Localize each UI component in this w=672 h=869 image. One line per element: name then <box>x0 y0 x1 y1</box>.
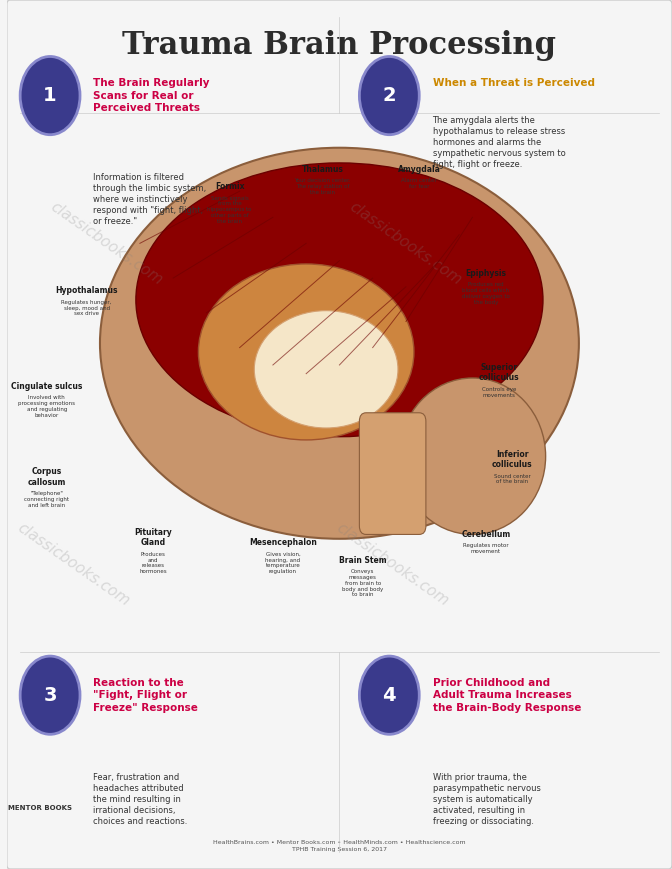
Ellipse shape <box>100 148 579 539</box>
Text: 1: 1 <box>43 86 57 105</box>
Text: Involved with
processing emotions
and regulating
behavior: Involved with processing emotions and re… <box>18 395 75 418</box>
FancyBboxPatch shape <box>360 413 426 534</box>
Text: Amygdala: Amygdala <box>398 165 441 174</box>
Text: Conveys
messages
from brain to
body and body
to brain: Conveys messages from brain to body and … <box>342 569 383 597</box>
Text: Pituitary
Gland: Pituitary Gland <box>134 528 172 547</box>
Text: Prior Childhood and
Adult Trauma Increases
the Brain-Body Response: Prior Childhood and Adult Trauma Increas… <box>433 678 581 713</box>
Text: When a Threat is Perceived: When a Threat is Perceived <box>433 78 595 89</box>
Text: classicbooks.com: classicbooks.com <box>48 199 165 288</box>
Text: With prior trauma, the
parasympathetic nervous
system is automatically
activated: With prior trauma, the parasympathetic n… <box>433 773 540 826</box>
Text: classicbooks.com: classicbooks.com <box>334 521 452 609</box>
Text: Formix: Formix <box>215 182 245 191</box>
Text: Produces
and
releases
hormones: Produces and releases hormones <box>139 552 167 574</box>
Text: Epiphysis: Epiphysis <box>465 269 506 278</box>
Text: Hypothalamus: Hypothalamus <box>55 287 118 295</box>
Text: Gives vision,
hearing, and
temperature
regulation: Gives vision, hearing, and temperature r… <box>265 552 300 574</box>
Text: Cerebellum: Cerebellum <box>461 530 510 539</box>
Text: classicbooks.com: classicbooks.com <box>347 199 465 288</box>
Text: 2: 2 <box>382 86 396 105</box>
Ellipse shape <box>136 163 543 437</box>
Text: The Brain Regularly
Scans for Real or
Perceived Threats: The Brain Regularly Scans for Real or Pe… <box>93 78 210 113</box>
Text: Controls eye
movements: Controls eye movements <box>482 387 516 397</box>
Text: Alarm center
for fear: Alarm center for fear <box>401 178 437 189</box>
Circle shape <box>360 656 419 734</box>
Circle shape <box>360 56 419 135</box>
Text: Produces red
blood cells which
deliver oxygen to
the body: Produces red blood cells which deliver o… <box>462 282 509 305</box>
Text: Mesencephalon: Mesencephalon <box>249 539 317 547</box>
Text: Fear, frustration and
headaches attributed
the mind resulting in
irrational deci: Fear, frustration and headaches attribut… <box>93 773 187 826</box>
Text: classicbooks.com: classicbooks.com <box>14 521 132 609</box>
Text: Your decision center.
The relay station of
the brain: Your decision center. The relay station … <box>294 178 351 195</box>
Text: "Telephone"
connecting right
and left brain: "Telephone" connecting right and left br… <box>24 491 69 507</box>
Text: Information is filtered
through the limbic system,
where we instinctively
respon: Information is filtered through the limb… <box>93 173 206 226</box>
Text: Inferior
colliculus: Inferior colliculus <box>492 450 533 469</box>
Text: Reaction to the
"Fight, Flight or
Freeze" Response: Reaction to the "Fight, Flight or Freeze… <box>93 678 198 713</box>
Text: Cingulate sulcus: Cingulate sulcus <box>11 382 83 391</box>
Text: 3: 3 <box>43 686 57 705</box>
Text: Regulates hunger,
sleep, mood and
sex drive: Regulates hunger, sleep, mood and sex dr… <box>61 300 112 316</box>
Text: Trauma Brain Processing: Trauma Brain Processing <box>122 30 556 62</box>
Text: Sends signals
from the
hippocampus to
other parts of
the brain: Sends signals from the hippocampus to ot… <box>208 196 252 223</box>
Ellipse shape <box>399 378 546 534</box>
Text: Sound center
of the brain: Sound center of the brain <box>494 474 531 484</box>
Text: Brain Stem: Brain Stem <box>339 556 386 565</box>
Text: Superior
colliculus: Superior colliculus <box>478 363 519 382</box>
Circle shape <box>20 656 80 734</box>
Text: HealthBrains.com • Mentor Books.com • HealthMinds.com • Healthscience.com
TPHB T: HealthBrains.com • Mentor Books.com • He… <box>213 840 466 852</box>
Text: Regulates motor
movement: Regulates motor movement <box>463 543 509 554</box>
Circle shape <box>20 56 80 135</box>
Text: MENTOR BOOKS: MENTOR BOOKS <box>8 806 72 811</box>
Text: Corpus
callosum: Corpus callosum <box>28 468 66 487</box>
Text: 4: 4 <box>382 686 396 705</box>
Ellipse shape <box>254 311 398 428</box>
Ellipse shape <box>198 264 414 440</box>
Text: The amygdala alerts the
hypothalamus to release stress
hormones and alarms the
s: The amygdala alerts the hypothalamus to … <box>433 116 565 169</box>
Text: Thalamus: Thalamus <box>302 165 344 174</box>
